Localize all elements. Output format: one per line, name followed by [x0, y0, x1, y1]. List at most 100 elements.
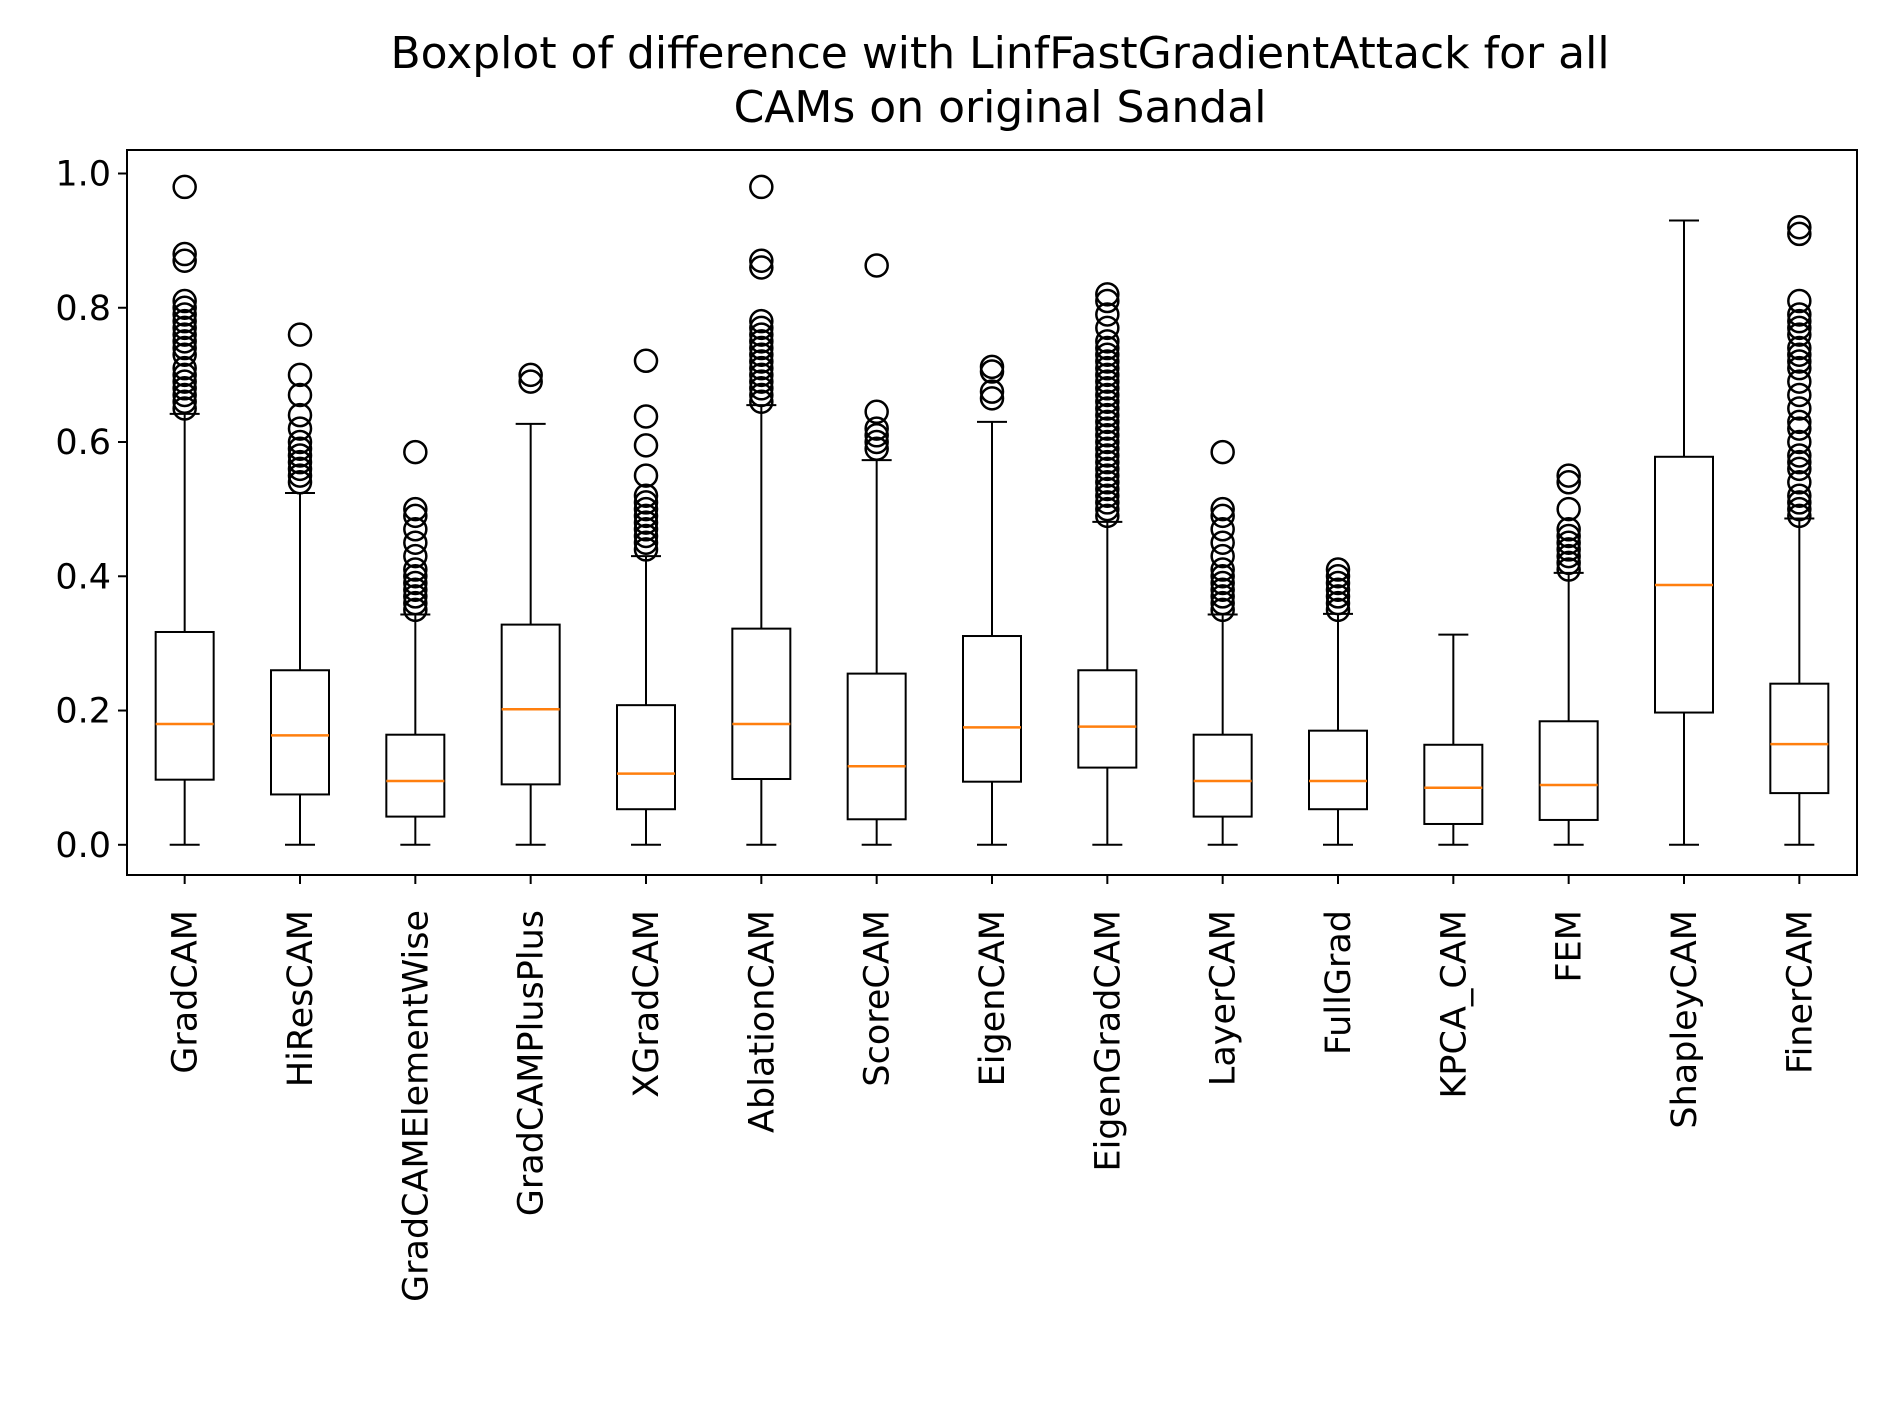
outlier-point [749, 329, 774, 354]
outlier-point [864, 436, 889, 461]
outlier-point [1787, 355, 1812, 381]
outlier-point [403, 543, 428, 569]
outlier-point [1095, 389, 1120, 414]
outlier-point [633, 483, 659, 508]
outlier-point [1556, 543, 1581, 569]
outlier-point [1095, 470, 1120, 495]
outlier-point [1556, 557, 1581, 582]
outlier-point [1210, 496, 1235, 522]
outlier-point [1095, 329, 1120, 354]
outlier-point [979, 379, 1005, 404]
outlier-point [633, 348, 659, 374]
outlier-point [633, 530, 659, 555]
outlier-point [172, 342, 197, 367]
y-tick-label: 0.0 [55, 826, 111, 866]
box-gradcamelementwise [385, 733, 446, 818]
box-fem [1538, 720, 1599, 821]
outlier-point [403, 597, 428, 623]
outlier-point [633, 503, 659, 529]
outlier-point [1787, 456, 1812, 482]
outlier-point [287, 463, 313, 488]
outlier-point [1095, 443, 1120, 468]
outlier-point [1210, 530, 1235, 555]
x-tick-label-kpca-cam: KPCA_CAM [1434, 910, 1474, 1099]
box-eigengradcam [1077, 669, 1138, 769]
outlier-point [1210, 590, 1235, 616]
box-finercam [1769, 682, 1830, 795]
outlier-point [172, 382, 197, 408]
outlier-point [518, 369, 543, 394]
outlier-point [403, 496, 428, 522]
outlier-point [1556, 496, 1581, 522]
outlier-point [172, 288, 197, 314]
outlier-point [1095, 342, 1120, 367]
outlier-point [1210, 439, 1235, 465]
outlier-point [1095, 423, 1120, 448]
outlier-point [979, 386, 1005, 411]
box-xgradcam [616, 704, 676, 811]
outlier-point [172, 355, 197, 381]
outlier-point [1095, 429, 1120, 455]
outlier-point [518, 362, 543, 388]
outlier-point [1787, 214, 1812, 240]
outlier-point [749, 248, 774, 274]
outlier-point [1787, 342, 1812, 367]
outlier-point [287, 436, 313, 461]
outlier-point [287, 443, 313, 468]
outlier-point [1095, 490, 1120, 515]
chart-title-line-1: Boxplot of difference with LinfFastGradi… [390, 28, 1609, 79]
outlier-point [1095, 496, 1120, 522]
outlier-point [749, 382, 774, 408]
outlier-point [749, 174, 774, 200]
outlier-point [864, 429, 889, 455]
outlier-point [1787, 369, 1812, 394]
outlier-point [1556, 550, 1581, 576]
outlier-point [287, 382, 313, 408]
outlier-point [172, 362, 197, 388]
x-tick-label-eigengradcam: EigenGradCAM [1088, 910, 1128, 1172]
outlier-point [1787, 322, 1812, 347]
x-tick-label-eigencam: EigenCAM [973, 910, 1013, 1086]
outlier-point [1095, 288, 1120, 314]
outlier-point [1787, 221, 1812, 247]
y-tick-label: 0.8 [55, 289, 111, 329]
outlier-point [1210, 597, 1235, 623]
outlier-point [864, 253, 889, 278]
outlier-point [172, 369, 197, 394]
outlier-point [1787, 335, 1812, 361]
outlier-point [403, 570, 428, 596]
x-tick-label-gradcamelementwise: GradCAMElementWise [396, 910, 436, 1302]
outlier-point [172, 396, 197, 421]
y-tick-label: 0.4 [55, 557, 111, 597]
outlier-point [1095, 483, 1120, 508]
outlier-point [749, 376, 774, 401]
outlier-point [749, 355, 774, 381]
outlier-point [633, 523, 659, 549]
outlier-point [172, 248, 197, 274]
outlier-point [287, 470, 313, 495]
outlier-point [172, 302, 197, 327]
outlier-point [287, 449, 313, 475]
outlier-point [1095, 282, 1120, 307]
box-eigencam [962, 635, 1022, 783]
outlier-point [864, 416, 889, 441]
outlier-point [633, 510, 659, 535]
outlier-point [287, 456, 313, 482]
outlier-point [1210, 570, 1235, 596]
y-tick-label: 0.2 [55, 692, 111, 732]
outlier-point [172, 376, 197, 401]
outlier-point [864, 423, 889, 448]
outlier-point [1095, 355, 1120, 381]
outlier-point [1325, 557, 1351, 582]
outlier-point [1095, 382, 1120, 408]
outlier-point [1556, 523, 1581, 549]
outlier-point [1787, 315, 1812, 341]
outlier-point [1556, 463, 1581, 488]
box-gradcamplusplus [500, 623, 561, 786]
outlier-point [403, 577, 428, 602]
outlier-point [1787, 483, 1812, 508]
outlier-point [1325, 584, 1351, 609]
outlier-point [1095, 315, 1120, 341]
outlier-point [172, 322, 197, 347]
outlier-point [172, 174, 197, 200]
